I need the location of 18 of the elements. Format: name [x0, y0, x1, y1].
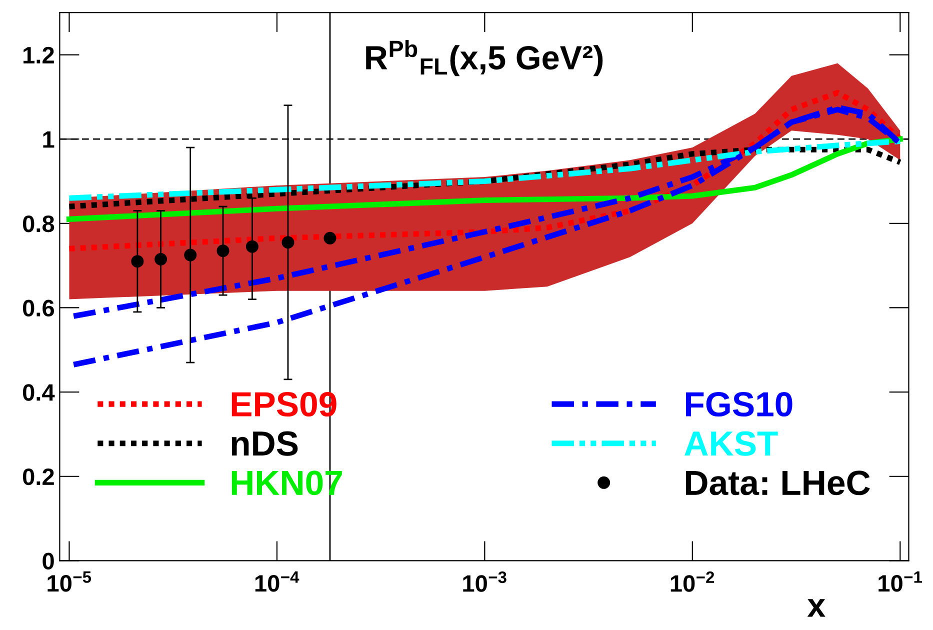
- x-tick-label: 10$^{−4}$: [255, 571, 300, 592]
- legend-label: FGS10: [686, 392, 792, 417]
- x-axis-title: x: [807, 599, 826, 617]
- x-tick-label: 10$^{−1}$: [878, 571, 922, 592]
- x-tick-label: 10$^{−2}$: [670, 571, 714, 592]
- legend-label: Data: LHeC: [686, 470, 870, 496]
- legend-label: AKST: [684, 431, 778, 456]
- x-tick-label: 10$^{−5}$: [48, 571, 92, 592]
- y-tick-label: 0.8: [22, 215, 54, 232]
- y-tick-label: 0.6: [22, 300, 54, 317]
- x-tick-label: 10$^{−3}$: [463, 571, 506, 592]
- y-tick-label: 0: [42, 552, 54, 570]
- y-tick-label: 1.2: [24, 46, 54, 64]
- text: R$^{Pb}$$_{FL}$(x,5 GeV²): [366, 40, 603, 76]
- y-tick-label: 1: [43, 131, 54, 148]
- legend-label: nDS: [232, 431, 298, 456]
- y-tick-label: 0.4: [22, 384, 55, 401]
- y-tick-label: 0.2: [22, 468, 54, 486]
